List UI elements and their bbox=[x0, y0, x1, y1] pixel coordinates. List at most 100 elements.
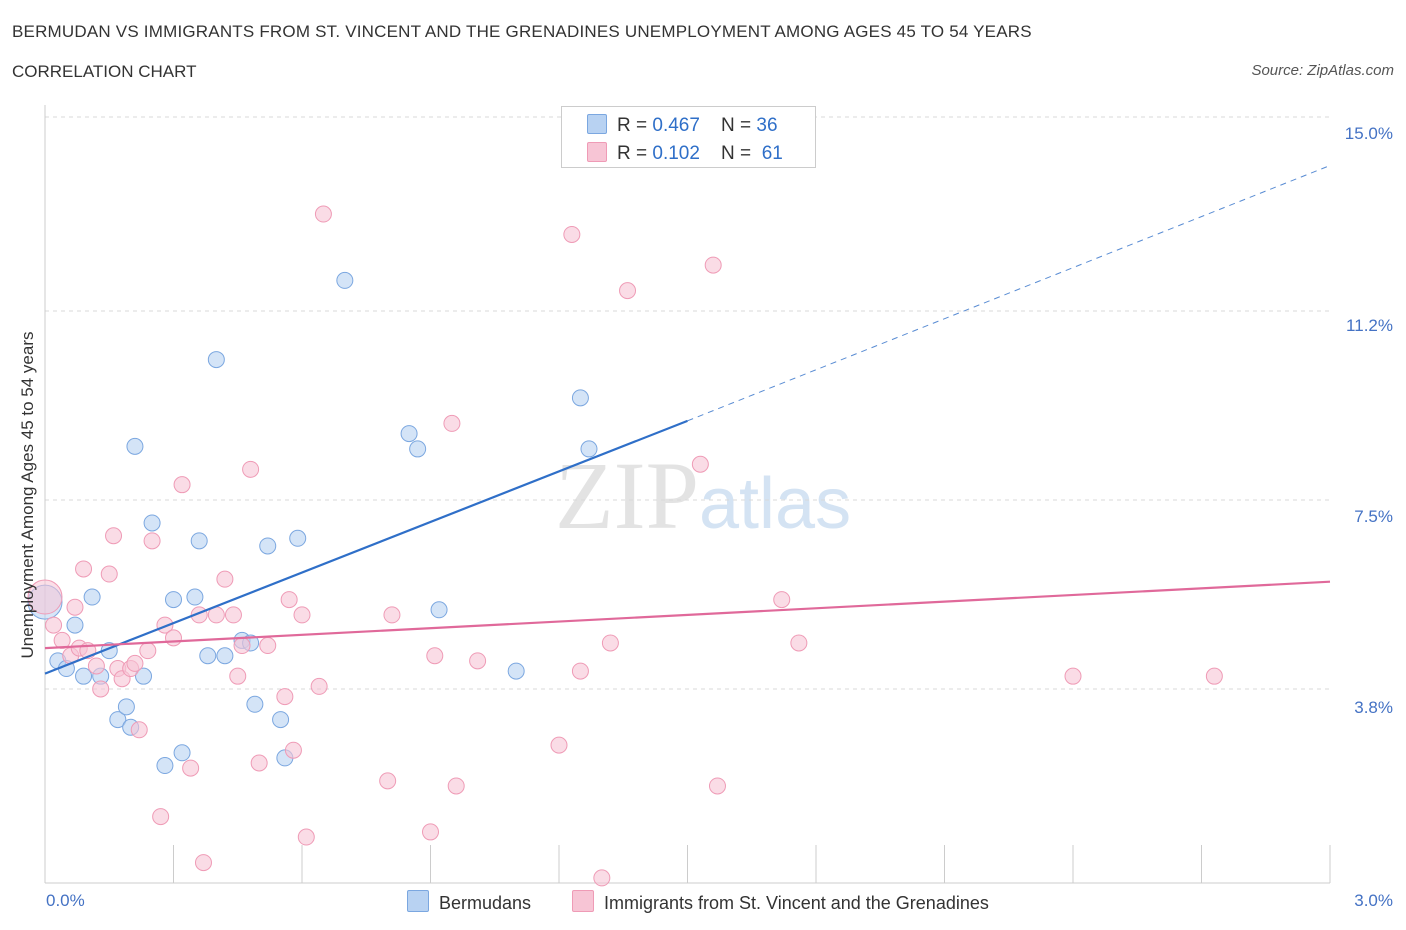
bermudan-point bbox=[272, 711, 290, 729]
immigrant-point bbox=[27, 579, 63, 615]
bermudan-point bbox=[336, 271, 354, 289]
bermudan-point bbox=[126, 437, 144, 455]
legend-row-bermudans: R = 0.467 N = 36 bbox=[587, 114, 778, 136]
immigrant-point bbox=[704, 256, 722, 274]
legend-swatch-pink bbox=[572, 890, 594, 912]
bermudan-point bbox=[186, 588, 204, 606]
immigrant-point bbox=[790, 634, 808, 652]
legend-swatch-pink bbox=[587, 142, 607, 162]
immigrant-point bbox=[310, 677, 328, 695]
immigrant-point bbox=[426, 647, 444, 665]
legend-n-label: N = bbox=[721, 115, 757, 136]
legend-label-immigrants: Immigrants from St. Vincent and the Gren… bbox=[604, 893, 989, 913]
immigrant-point bbox=[259, 637, 277, 655]
bermudan-point bbox=[156, 757, 174, 775]
immigrant-point bbox=[130, 721, 148, 739]
immigrant-point bbox=[173, 476, 191, 494]
bermudan-point bbox=[580, 440, 598, 458]
immigrant-point bbox=[92, 680, 110, 698]
immigrant-point bbox=[233, 637, 251, 655]
immigrant-point bbox=[447, 777, 465, 795]
immigrant-point bbox=[242, 460, 260, 478]
immigrant-point bbox=[571, 662, 589, 680]
immigrant-point bbox=[45, 616, 63, 634]
bermudan-point bbox=[409, 440, 427, 458]
immigrant-point bbox=[165, 629, 182, 647]
correlation-legend: R = 0.467 N = 36 R = 0.102 N = 61 bbox=[561, 106, 816, 168]
immigrant-point bbox=[280, 591, 298, 609]
immigrant-point bbox=[1205, 667, 1223, 685]
legend-r-value: 0.102 bbox=[652, 143, 700, 164]
legend-r-label: R = bbox=[617, 115, 653, 136]
y-tick-label-3-8: 3.8% bbox=[1354, 698, 1393, 717]
legend-swatch-blue bbox=[407, 890, 429, 912]
legend-swatch-blue bbox=[587, 114, 607, 134]
immigrant-point bbox=[314, 205, 332, 223]
legend-n-value: 61 bbox=[761, 143, 783, 164]
bermudan-point bbox=[165, 591, 182, 609]
bermudan-point bbox=[117, 698, 135, 716]
immigrant-point bbox=[250, 754, 268, 772]
immigrant-point bbox=[443, 414, 461, 432]
immigrant-point bbox=[224, 606, 242, 624]
watermark-zip: ZIP bbox=[555, 442, 699, 549]
immigrant-point bbox=[469, 652, 487, 670]
bottom-legend-bermudans: Bermudans bbox=[407, 890, 531, 914]
immigrant-point bbox=[773, 591, 791, 609]
immigrant-point bbox=[87, 657, 105, 675]
watermark: ZIPatlas bbox=[555, 440, 851, 551]
immigrant-point bbox=[75, 560, 93, 578]
immigrant-point bbox=[284, 741, 302, 759]
immigrant-point bbox=[550, 736, 568, 754]
bermudan-point bbox=[83, 588, 101, 606]
bermudan-point bbox=[190, 532, 208, 550]
bermudan-point bbox=[507, 662, 525, 680]
immigrant-point bbox=[1064, 667, 1082, 685]
immigrant-point bbox=[593, 869, 611, 887]
immigrant-point bbox=[126, 654, 144, 672]
bermudan-point bbox=[259, 537, 277, 555]
legend-label-bermudans: Bermudans bbox=[439, 893, 532, 913]
bermudan-point bbox=[400, 425, 418, 443]
bermudan-trend-line bbox=[44, 419, 688, 675]
immigrant-point bbox=[379, 772, 397, 790]
bottom-legend-immigrants: Immigrants from St. Vincent and the Gren… bbox=[572, 890, 989, 914]
chart-title: BERMUDAN VS IMMIGRANTS FROM ST. VINCENT … bbox=[12, 22, 1032, 41]
immigrant-point bbox=[53, 631, 71, 649]
immigrant-point bbox=[143, 532, 161, 550]
bermudan-point bbox=[143, 514, 161, 532]
bermudan-point bbox=[199, 647, 217, 665]
bermudan-point bbox=[135, 667, 153, 685]
source-label: Source: ZipAtlas.com bbox=[1251, 62, 1394, 79]
legend-r-label: R = bbox=[617, 143, 653, 164]
chart-subtitle: CORRELATION CHART bbox=[12, 62, 197, 81]
legend-row-immigrants: R = 0.102 N = 61 bbox=[587, 142, 783, 164]
immigrant-point bbox=[139, 642, 157, 660]
watermark-atlas: atlas bbox=[699, 464, 852, 544]
immigrant-point bbox=[422, 823, 439, 841]
legend-r-value: 0.467 bbox=[652, 115, 700, 136]
bermudan-point bbox=[173, 744, 191, 762]
bermudan-point bbox=[66, 616, 84, 634]
immigrant-point bbox=[182, 759, 200, 777]
immigrant-point bbox=[297, 828, 315, 846]
bermudan-point bbox=[216, 647, 234, 665]
legend-n-value: 36 bbox=[756, 115, 778, 136]
immigrant-point bbox=[66, 598, 84, 616]
bermudan-point bbox=[75, 667, 93, 685]
bermudan-point bbox=[289, 529, 307, 547]
bermudan-point bbox=[430, 601, 448, 619]
immigrant-point bbox=[216, 570, 234, 588]
bermudan-point bbox=[207, 351, 225, 369]
bermudan-point bbox=[571, 389, 589, 407]
immigrant-point bbox=[105, 527, 123, 545]
immigrant-point bbox=[229, 667, 247, 685]
x-tick-label-max: 3.0% bbox=[1354, 891, 1393, 910]
immigrant-point bbox=[619, 282, 637, 300]
immigrant-point bbox=[100, 565, 118, 583]
y-tick-label-7-5: 7.5% bbox=[1354, 507, 1393, 526]
immigrant-point bbox=[194, 854, 212, 872]
immigrant-point bbox=[601, 634, 619, 652]
immigrant-trend-line bbox=[44, 580, 1331, 650]
